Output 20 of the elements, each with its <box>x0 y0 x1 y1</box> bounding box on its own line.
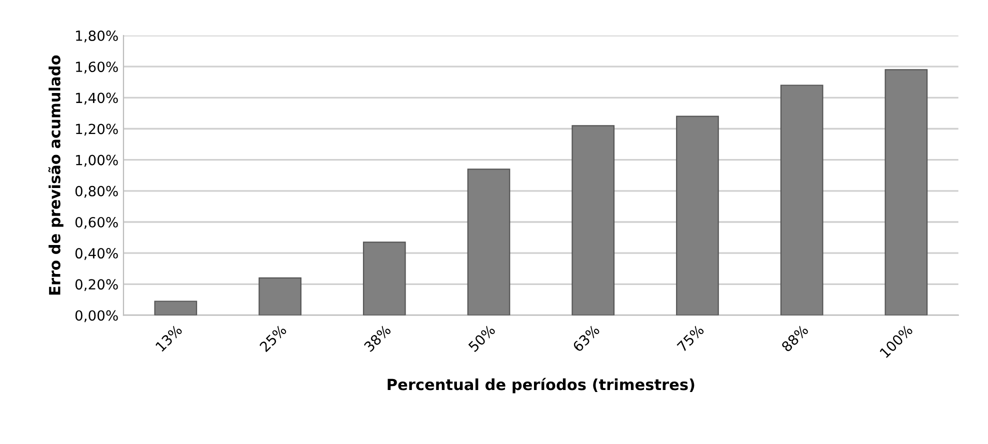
y-tick-label: 1,40% <box>76 92 118 105</box>
y-tick-label: 0,60% <box>75 216 118 229</box>
y-tick-label: 0,00% <box>75 310 118 322</box>
y-tick-label: 1,80% <box>76 30 118 42</box>
bar <box>572 125 615 316</box>
y-tick-label: 1,20% <box>76 124 118 136</box>
x-axis-title: Percentual de períodos (trimestres) <box>388 378 694 394</box>
bar <box>676 116 719 316</box>
y-tick-label: 0,80% <box>75 186 118 198</box>
y-tick-label: 0,20% <box>75 279 118 292</box>
bar <box>884 69 928 316</box>
y-tick-label: 1,60% <box>76 62 118 74</box>
y-axis-title: Erro de previsão acumulado <box>48 55 64 295</box>
bar <box>362 242 406 316</box>
bar <box>467 168 510 316</box>
bar <box>258 277 302 316</box>
bar <box>154 300 198 316</box>
y-tick-label: 1,00% <box>76 154 118 167</box>
y-tick-label: 0,40% <box>75 248 118 260</box>
bar <box>780 84 824 316</box>
